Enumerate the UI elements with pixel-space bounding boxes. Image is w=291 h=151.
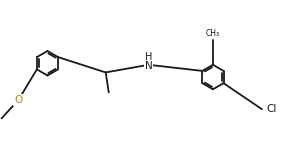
Text: CH₃: CH₃: [206, 29, 220, 38]
Text: N: N: [145, 61, 152, 71]
Text: H: H: [145, 52, 152, 62]
Text: O: O: [14, 95, 22, 105]
Text: Cl: Cl: [267, 104, 277, 114]
